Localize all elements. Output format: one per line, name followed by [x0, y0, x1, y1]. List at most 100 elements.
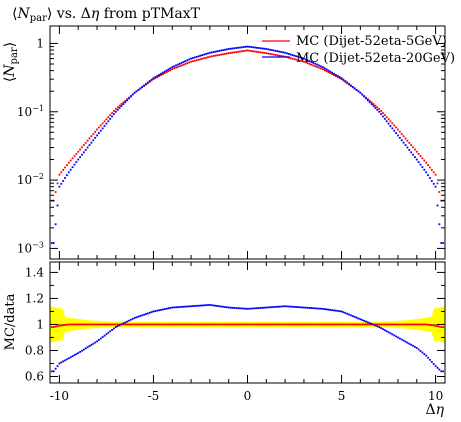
series-red-point — [271, 53, 273, 56]
series-blue-ratio-point — [148, 311, 151, 314]
series-blue-ratio-point — [199, 304, 202, 307]
series-blue-ratio-point — [184, 305, 187, 308]
series-red-ratio-point — [400, 323, 403, 326]
series-blue-point — [160, 72, 162, 75]
series-red-ratio-point — [177, 323, 179, 326]
series-red-ratio-point — [154, 323, 157, 326]
series-red-point — [421, 157, 424, 160]
series-blue-ratio-point — [71, 355, 74, 358]
series-red-point — [256, 50, 258, 53]
series-red-ratio-point — [318, 323, 320, 326]
series-blue-point — [139, 87, 142, 90]
series-red-ratio-point — [374, 323, 377, 326]
series-red-ratio-point — [143, 323, 145, 326]
series-blue-ratio-point — [240, 307, 243, 310]
series-red-point — [304, 61, 307, 64]
series-red-point — [436, 182, 439, 185]
series-blue-ratio-point — [295, 306, 298, 308]
series-red-ratio-point — [71, 323, 74, 326]
series-blue-point — [359, 91, 362, 94]
series-blue-ratio-point — [342, 311, 345, 314]
series-red-ratio-point — [263, 323, 266, 326]
series-red-point — [265, 52, 268, 55]
series-blue-point — [421, 166, 424, 169]
series-red-ratio-point — [163, 323, 166, 326]
ratio-y-tick-label: 1 — [36, 317, 44, 331]
series-red-ratio-point — [353, 323, 356, 326]
series-blue-ratio-point — [229, 306, 232, 309]
series-red-ratio-point — [182, 323, 185, 326]
series-blue-ratio-point — [203, 304, 206, 307]
series-red-ratio-point — [382, 323, 384, 326]
series-blue-ratio-point — [161, 308, 164, 311]
series-red-point — [218, 54, 221, 56]
series-red-point — [312, 64, 315, 67]
series-red-point — [402, 135, 405, 138]
series-blue-point — [417, 161, 420, 163]
series-red-point — [154, 77, 157, 80]
series-blue-point — [195, 55, 198, 58]
series-red-ratio-point — [67, 323, 70, 326]
series-blue-point — [440, 242, 443, 244]
series-red-ratio-point — [199, 323, 202, 326]
main-y-tick-label: 10−2 — [17, 172, 44, 187]
series-blue-ratio-point — [417, 348, 420, 351]
series-blue-point — [225, 48, 228, 51]
series-blue-point — [331, 71, 334, 74]
series-blue-ratio-point — [129, 318, 132, 321]
series-blue-point — [99, 129, 102, 132]
series-blue-point — [278, 50, 281, 53]
series-red-point — [391, 122, 394, 125]
series-red-ratio-point — [52, 326, 55, 328]
series-red-ratio-point — [54, 325, 57, 328]
series-blue-point — [82, 151, 85, 154]
series-red-ratio-point — [124, 323, 127, 326]
series-red-point — [156, 76, 159, 79]
series-blue-ratio-point — [348, 313, 350, 316]
series-red-ratio-point — [122, 323, 125, 326]
series-red-ratio-point — [220, 323, 223, 326]
series-blue-point — [188, 58, 191, 61]
series-blue-ratio-point — [301, 306, 303, 309]
series-red-ratio-point — [227, 323, 230, 326]
series-red-ratio-point — [261, 323, 264, 326]
series-blue-ratio-point — [400, 338, 403, 341]
series-blue-ratio-point — [250, 307, 253, 310]
series-red-ratio-point — [421, 323, 424, 326]
series-red-ratio-point — [66, 323, 68, 326]
series-red-ratio-point — [333, 323, 335, 326]
legend-item-blue: MC (Dijet-52eta-20GeV) — [262, 51, 455, 66]
series-blue-point — [344, 80, 347, 82]
series-blue-point — [289, 53, 292, 56]
series-blue-point — [316, 63, 318, 66]
series-blue-ratio-point — [385, 330, 388, 333]
series-red-ratio-point — [188, 323, 191, 326]
series-red-ratio-point — [101, 323, 104, 326]
series-red-point — [98, 126, 100, 129]
x-tick-label: 5 — [338, 389, 346, 403]
series-blue-ratio-point — [425, 354, 428, 357]
series-blue-point — [133, 91, 136, 94]
series-red-ratio-point — [351, 323, 354, 326]
series-red-point — [160, 74, 162, 77]
series-red-point — [301, 60, 303, 63]
series-red-point — [82, 144, 85, 146]
series-red-point — [378, 108, 381, 110]
series-blue-point — [380, 113, 382, 116]
series-red-ratio-point — [442, 326, 445, 328]
series-blue-point — [163, 70, 166, 73]
series-blue-ratio-point — [233, 307, 236, 309]
series-blue-ratio-point — [146, 312, 149, 315]
series-blue-ratio-point — [224, 306, 226, 308]
series-blue-ratio-point — [414, 345, 416, 348]
series-red-ratio-point — [111, 323, 113, 326]
series-blue-ratio-point — [177, 306, 179, 309]
series-blue-point — [436, 204, 439, 207]
series-red-ratio-point — [146, 323, 149, 326]
series-blue-ratio-point — [355, 316, 358, 319]
series-blue-ratio-point — [246, 307, 249, 310]
series-blue-ratio-point — [406, 341, 409, 344]
series-red-ratio-point — [73, 323, 76, 326]
series-blue-point — [395, 132, 397, 134]
series-red-point — [56, 182, 59, 185]
